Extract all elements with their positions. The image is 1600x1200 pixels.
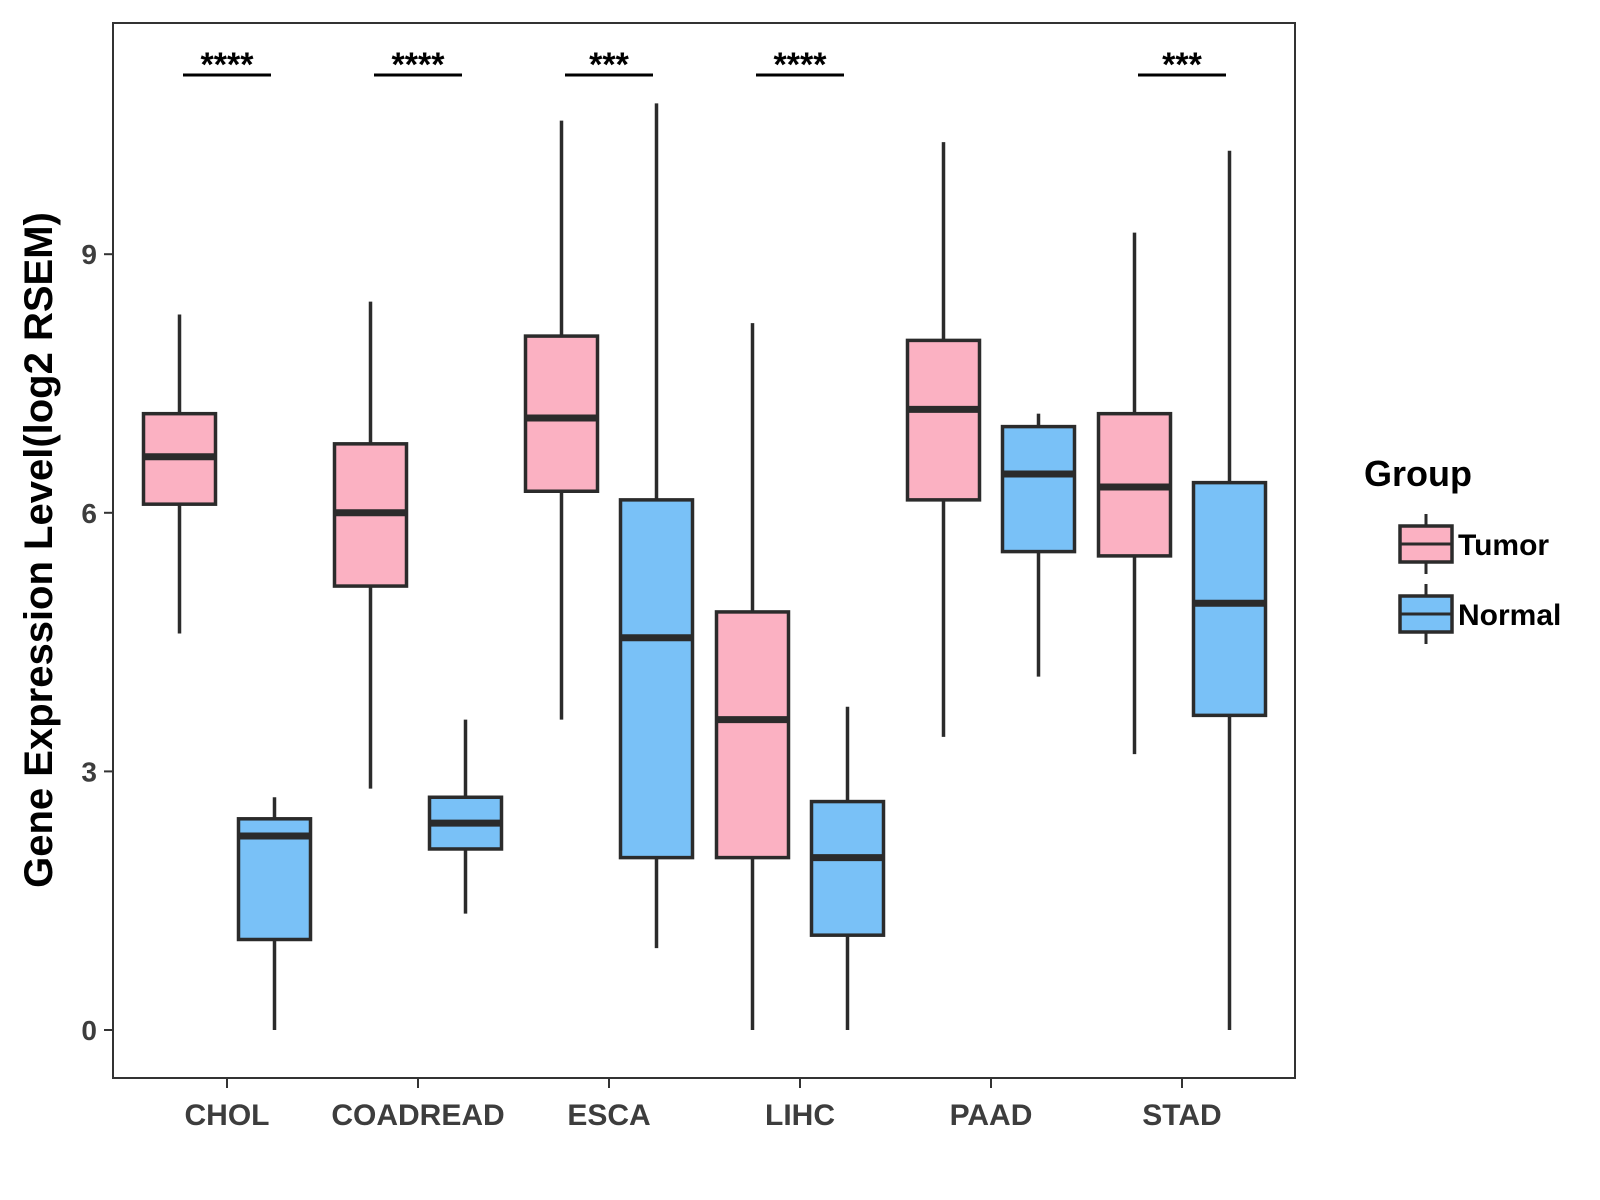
significance-label: **** [774,46,828,84]
box-tumor-stad [1096,232,1173,755]
box-iqr [523,334,600,493]
box-tumor-coadread [332,301,409,789]
significance-label: **** [201,46,255,84]
legend-item-tumor: Tumor [1398,514,1549,574]
box-layer [141,103,1268,1030]
y-tick-label: 0 [81,1015,97,1046]
legend: Group Tumor Normal [1364,453,1561,644]
box-normal-chol [236,797,313,1030]
y-axis-title: Gene Expression Level(log2 RSEM) [17,212,61,888]
box-normal-lihc [809,706,886,1030]
box-normal-coadread [427,719,504,914]
x-tick-label: PAAD [950,1099,1033,1132]
x-tick-label: LIHC [765,1099,835,1132]
box-tumor-chol [141,314,218,634]
x-tick-label: STAD [1142,1099,1221,1132]
y-tick-label: 9 [81,239,97,270]
significance-label: *** [589,46,629,84]
box-normal-paad [1000,413,1077,677]
legend-label: Normal [1458,599,1561,632]
legend-item-normal: Normal [1398,584,1561,644]
box-tumor-lihc [714,323,791,1030]
y-axis: 0 3 6 9 [81,239,113,1046]
box-iqr [1191,480,1268,718]
legend-title: Group [1364,453,1472,494]
box-normal-esca [618,103,695,949]
box-tumor-esca [523,120,600,720]
x-axis: CHOL COADREAD ESCA LIHC PAAD STAD [185,1078,1222,1132]
box-iqr [714,610,791,860]
y-tick-label: 6 [81,498,97,529]
box-tumor-paad [905,142,982,737]
x-tick-label: COADREAD [331,1099,504,1132]
legend-label: Tumor [1458,529,1549,562]
y-tick-label: 3 [81,756,97,787]
x-tick-label: CHOL [185,1099,270,1132]
significance-label: *** [1162,46,1202,84]
x-tick-label: ESCA [567,1099,650,1132]
box-iqr [618,498,695,860]
box-iqr [905,338,982,502]
box-normal-stad [1191,150,1268,1030]
box-iqr [1000,424,1077,554]
box-iqr [809,799,886,937]
significance-label: **** [392,46,446,84]
significance-layer: **** **** *** **** *** [183,46,1226,84]
